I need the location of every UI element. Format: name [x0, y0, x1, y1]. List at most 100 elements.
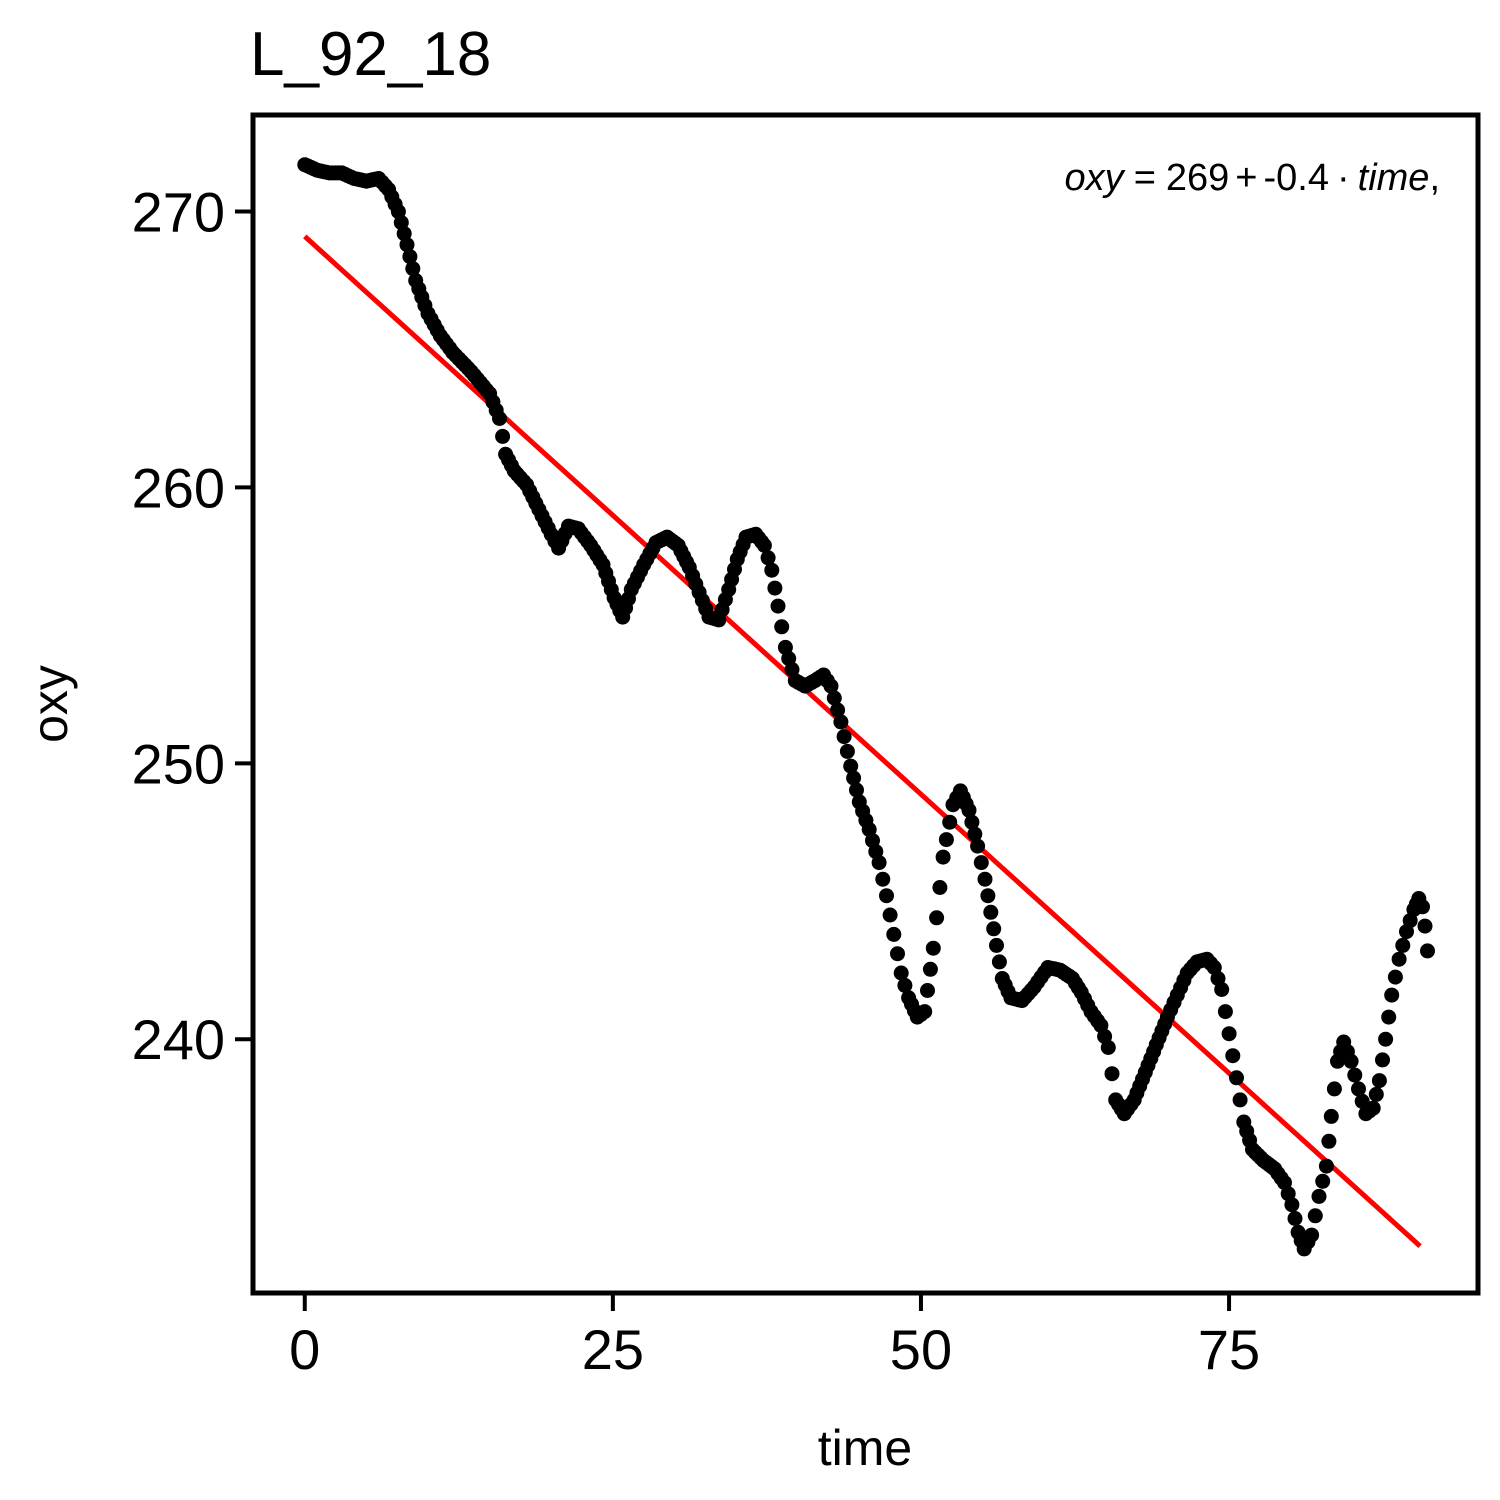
equation-lhs: oxy [1065, 157, 1126, 199]
data-point [774, 619, 790, 635]
data-point [1217, 1004, 1233, 1020]
data-point [986, 921, 1002, 937]
data-point [1214, 982, 1230, 997]
x-tick-label: 75 [1198, 1318, 1260, 1381]
data-point [1100, 1040, 1116, 1055]
data-point [1378, 1031, 1394, 1047]
data-point [839, 743, 855, 759]
data-point [1321, 1133, 1337, 1149]
data-point [961, 802, 977, 818]
data-point [826, 690, 842, 706]
data-point [1395, 937, 1411, 953]
data-point [1365, 1100, 1381, 1116]
data-point [1347, 1067, 1363, 1083]
data-point [871, 855, 887, 871]
data-point [882, 907, 898, 923]
data-point [893, 965, 909, 981]
data-point [964, 814, 980, 830]
equation-plus: + [1235, 157, 1257, 199]
data-point [1104, 1066, 1120, 1082]
data-point [402, 249, 418, 265]
equation-variable: time [1358, 157, 1430, 199]
data-point [989, 937, 1004, 953]
data-point [1415, 899, 1430, 915]
data-point [920, 983, 935, 998]
y-tick-label: 270 [132, 181, 225, 244]
x-tick-label: 25 [582, 1318, 644, 1381]
points-layer [297, 157, 1435, 1257]
data-point [929, 910, 945, 926]
data-point [1284, 1197, 1300, 1213]
data-point [767, 580, 783, 596]
data-point [942, 814, 958, 830]
data-point [823, 678, 839, 694]
data-point [1311, 1188, 1327, 1204]
equation-annotation: oxy = 269 + -0.4 · time, [1065, 157, 1440, 199]
data-point [1343, 1053, 1359, 1069]
data-point [1417, 918, 1433, 934]
y-axis-label: oxy [22, 665, 78, 743]
data-point [897, 977, 913, 993]
data-point [977, 871, 993, 887]
x-axis-label: time [818, 1420, 912, 1476]
data-point [925, 940, 941, 956]
data-point [1304, 1227, 1320, 1243]
x-tick-label: 0 [289, 1318, 320, 1381]
data-point [980, 888, 996, 904]
data-point [875, 871, 891, 887]
data-point [833, 714, 849, 730]
data-point [890, 946, 905, 962]
equation-equals: = [1134, 157, 1156, 199]
data-point [1323, 1108, 1339, 1124]
data-point [1384, 987, 1400, 1003]
data-point [1287, 1211, 1303, 1226]
plot-panel-border [250, 112, 1481, 1296]
data-point [836, 729, 852, 745]
equation-comma: , [1429, 157, 1440, 199]
data-point [764, 562, 780, 578]
data-point [492, 411, 507, 426]
data-point [1326, 1081, 1342, 1097]
data-point [1225, 1048, 1241, 1064]
data-point [849, 782, 864, 798]
data-point [1371, 1073, 1387, 1089]
data-point [495, 428, 511, 444]
x-axis-ticks: 0 25 50 75 [289, 1293, 1260, 1381]
data-point [991, 954, 1007, 970]
data-point [1232, 1092, 1248, 1108]
data-point [967, 826, 983, 842]
data-point [935, 849, 951, 865]
equation-intercept: 269 [1166, 157, 1229, 199]
data-point [886, 926, 902, 942]
data-point [1351, 1081, 1366, 1097]
data-point [938, 832, 954, 848]
data-point [1375, 1052, 1390, 1068]
data-point [770, 598, 786, 614]
data-point [922, 961, 938, 977]
x-tick-label: 50 [890, 1318, 952, 1381]
equation-slope: -0.4 [1264, 157, 1329, 199]
data-point [973, 855, 989, 871]
y-tick-label: 250 [132, 732, 225, 795]
data-point [1381, 1009, 1397, 1025]
y-tick-label: 260 [132, 456, 225, 519]
equation-dot: · [1337, 157, 1350, 199]
data-point [1387, 969, 1403, 985]
data-point [1229, 1070, 1244, 1086]
data-point [1368, 1086, 1384, 1102]
data-point [830, 702, 846, 718]
data-point [983, 904, 999, 920]
data-point [756, 537, 772, 553]
data-point [399, 237, 415, 253]
data-point [843, 758, 859, 774]
data-point [1420, 943, 1435, 959]
data-point [760, 550, 776, 566]
y-tick-label: 240 [132, 1008, 225, 1071]
data-point [1315, 1173, 1331, 1189]
data-point [1221, 1026, 1237, 1042]
data-point [917, 1004, 933, 1020]
data-point [1318, 1158, 1334, 1174]
data-point [405, 261, 421, 277]
